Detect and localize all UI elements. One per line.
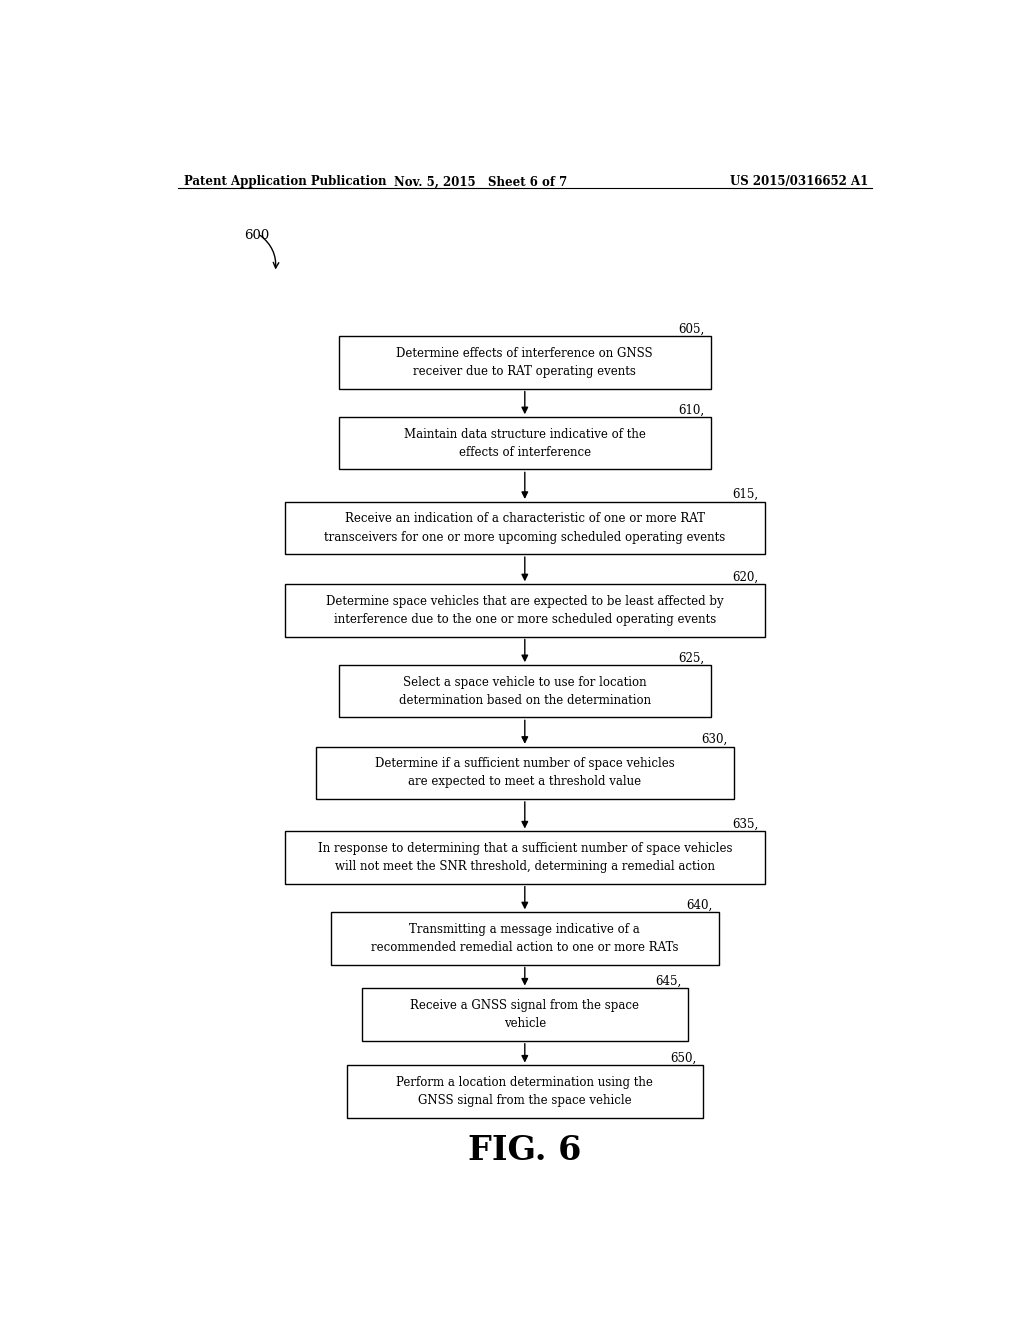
Text: 645,: 645,	[655, 974, 681, 987]
Text: 620,: 620,	[733, 570, 759, 583]
Text: Receive an indication of a characteristic of one or more RAT
transceivers for on: Receive an indication of a characteristi…	[325, 512, 725, 544]
Text: US 2015/0316652 A1: US 2015/0316652 A1	[730, 176, 868, 189]
Text: Nov. 5, 2015   Sheet 6 of 7: Nov. 5, 2015 Sheet 6 of 7	[394, 176, 567, 189]
Text: 615,: 615,	[733, 488, 759, 502]
Text: Perform a location determination using the
GNSS signal from the space vehicle: Perform a location determination using t…	[396, 1076, 653, 1107]
Text: FIG. 6: FIG. 6	[468, 1134, 582, 1167]
Text: 605,: 605,	[678, 322, 705, 335]
Text: 635,: 635,	[732, 817, 759, 830]
Text: Determine effects of interference on GNSS
receiver due to RAT operating events: Determine effects of interference on GNS…	[396, 347, 653, 378]
Text: 625,: 625,	[679, 651, 705, 664]
Bar	[331, 912, 719, 965]
Text: 640,: 640,	[686, 899, 713, 912]
Text: Transmitting a message indicative of a
recommended remedial action to one or mor: Transmitting a message indicative of a r…	[371, 923, 679, 954]
Text: Determine space vehicles that are expected to be least affected by
interference : Determine space vehicles that are expect…	[326, 595, 724, 626]
Text: 610,: 610,	[679, 404, 705, 416]
Text: Select a space vehicle to use for location
determination based on the determinat: Select a space vehicle to use for locati…	[398, 676, 651, 706]
Bar	[315, 747, 734, 799]
Bar	[339, 337, 711, 388]
Text: Maintain data structure indicative of the
effects of interference: Maintain data structure indicative of th…	[403, 428, 646, 459]
Bar	[339, 665, 711, 718]
Text: 630,: 630,	[701, 733, 728, 746]
Bar	[346, 1065, 703, 1118]
Bar	[339, 417, 711, 470]
Bar	[362, 989, 687, 1040]
Text: Receive a GNSS signal from the space
vehicle: Receive a GNSS signal from the space veh…	[411, 999, 639, 1030]
Text: In response to determining that a sufficient number of space vehicles
will not m: In response to determining that a suffic…	[317, 842, 732, 873]
Bar	[285, 832, 765, 884]
Text: 650,: 650,	[671, 1052, 697, 1065]
Bar	[285, 585, 765, 636]
Text: Patent Application Publication: Patent Application Publication	[183, 176, 386, 189]
Text: 600: 600	[245, 230, 269, 243]
Text: Determine if a sufficient number of space vehicles
are expected to meet a thresh: Determine if a sufficient number of spac…	[375, 758, 675, 788]
Bar	[285, 502, 765, 554]
